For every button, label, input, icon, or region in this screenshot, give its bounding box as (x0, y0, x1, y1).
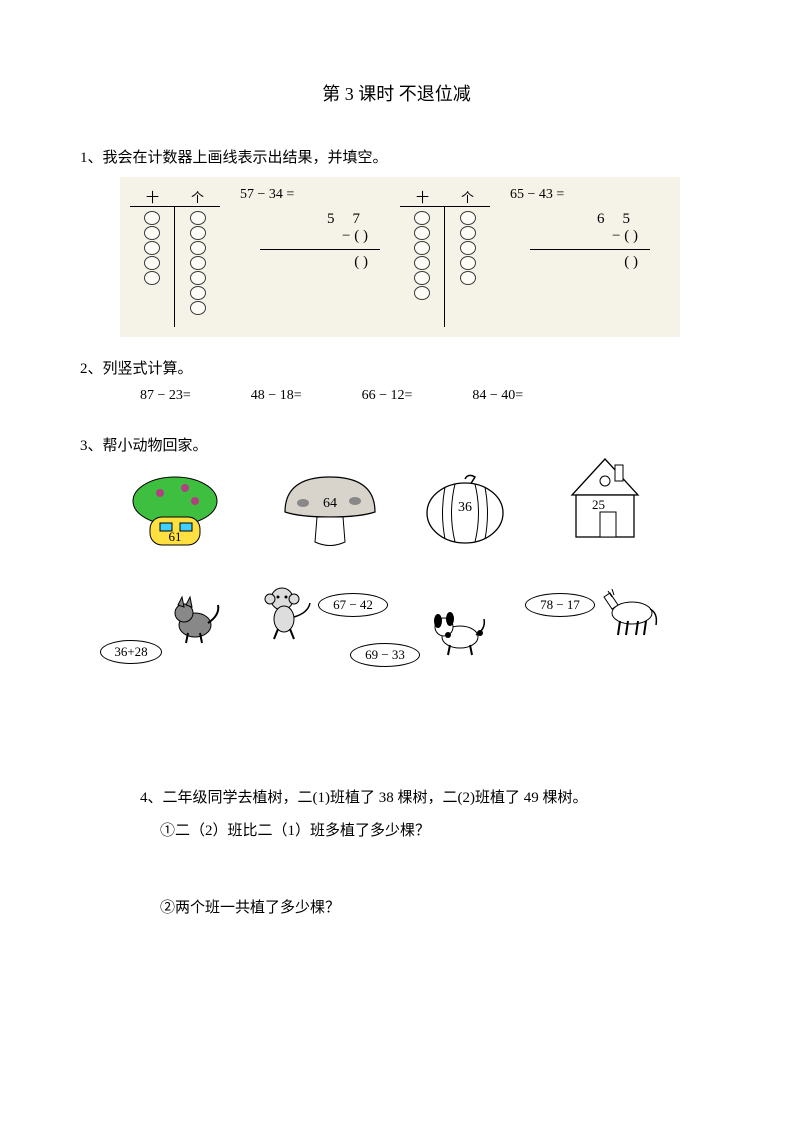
q2-item: 66 − 12= (362, 388, 413, 404)
minus-row: − ( ) (342, 228, 368, 245)
vertcalc-right: 65 − 43 = 6 5 − ( ) ( ) (510, 187, 650, 271)
abacus-left: 十 个 (130, 187, 220, 327)
horse-icon (600, 583, 660, 646)
pumpkin-icon: 36 (420, 471, 510, 554)
cat-icon (170, 595, 230, 658)
bead (144, 271, 160, 285)
bead (144, 226, 160, 240)
q2-label: 2、列竖式计算。 (80, 357, 713, 378)
svg-text:64: 64 (323, 496, 337, 511)
q2-row: 87 − 23= 48 − 18= 66 − 12= 84 − 40= (80, 388, 713, 404)
q2-item: 87 − 23= (140, 388, 191, 404)
digit: 5 (623, 211, 631, 228)
result-row: ( ) (354, 254, 368, 271)
eqn-right: 65 − 43 = (510, 187, 650, 203)
result-row: ( ) (624, 254, 638, 271)
abacus-left-ones (175, 207, 220, 327)
abacus-right: 十 个 (400, 187, 490, 327)
mushroom-grey-icon: 64 (275, 467, 385, 557)
bead (190, 241, 206, 255)
bead (460, 211, 476, 225)
eqn-left: 57 − 34 = (240, 187, 380, 203)
house-icon: 25 (560, 457, 650, 547)
ones-header: 个 (445, 187, 490, 206)
expression-bubble: 78 − 17 (525, 593, 595, 617)
digit: 6 (597, 211, 605, 228)
abacus-left-tens (130, 207, 175, 327)
minus-row: − ( ) (612, 228, 638, 245)
q4-label: 4、二年级同学去植树，二(1)班植了 38 棵树，二(2)班植了 49 棵树。 (140, 785, 713, 812)
bead (414, 226, 430, 240)
expression-bubble: 67 − 42 (318, 593, 388, 617)
dog-icon (430, 605, 490, 668)
ones-header: 个 (175, 187, 220, 206)
bead (190, 256, 206, 270)
vertcalc-left: 57 − 34 = 5 7 − ( ) ( ) (240, 187, 380, 271)
tens-header: 十 (130, 187, 175, 206)
bead (190, 226, 206, 240)
q4-sub1: ①二（2）班比二（1）班多植了多少棵？ (140, 818, 713, 845)
q2-item: 84 − 40= (472, 388, 523, 404)
digit: 7 (353, 211, 361, 228)
q3-area: 61 64 36 25 36+28 67 − 42 69 − 33 78 − 17 (100, 465, 700, 705)
q2-item: 48 − 18= (251, 388, 302, 404)
digit: 5 (327, 211, 335, 228)
expression-bubble: 69 − 33 (350, 643, 420, 667)
bead (460, 256, 476, 270)
bead (414, 211, 430, 225)
expression-bubble: 36+28 (100, 640, 162, 664)
bead (144, 241, 160, 255)
abacus-right-tens (400, 207, 445, 327)
q1-label: 1、我会在计数器上画线表示出结果，并填空。 (80, 146, 713, 167)
bead (414, 241, 430, 255)
q4: 4、二年级同学去植树，二(1)班植了 38 棵树，二(2)班植了 49 棵树。 … (80, 785, 713, 922)
q3-label: 3、帮小动物回家。 (80, 434, 713, 455)
bead (144, 211, 160, 225)
bead (414, 286, 430, 300)
bead (460, 226, 476, 240)
abacus-right-ones (445, 207, 490, 327)
bead (190, 211, 206, 225)
bead (190, 286, 206, 300)
bead (190, 301, 206, 315)
bead (144, 256, 160, 270)
bead (414, 271, 430, 285)
page-title: 第 3 课时 不退位减 (80, 80, 713, 106)
bead (460, 271, 476, 285)
bead (190, 271, 206, 285)
q1-abacus-section: 十 个 57 − 34 = 5 7 − ( ) ( ) 十 个 (120, 177, 680, 337)
hline (260, 249, 380, 250)
svg-text:25: 25 (592, 497, 605, 512)
monkey-icon (260, 583, 320, 646)
svg-text:61: 61 (169, 529, 182, 544)
hline (530, 249, 650, 250)
bead (460, 241, 476, 255)
bead (414, 256, 430, 270)
svg-text:36: 36 (458, 500, 472, 515)
tens-header: 十 (400, 187, 445, 206)
mushroom-green-icon: 61 (130, 473, 220, 558)
q4-sub2: ②两个班一共植了多少棵？ (140, 895, 713, 922)
